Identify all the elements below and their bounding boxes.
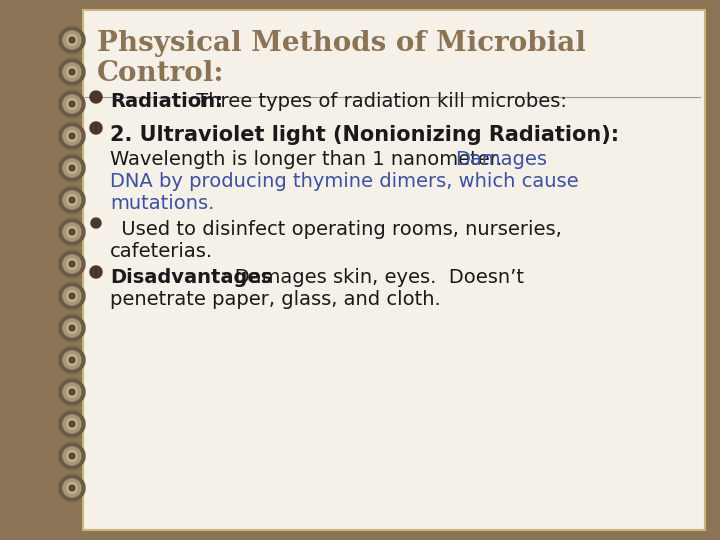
Circle shape [63, 351, 81, 369]
Circle shape [59, 347, 85, 373]
Circle shape [63, 447, 81, 465]
Text: Radiation:: Radiation: [110, 92, 223, 111]
Circle shape [63, 159, 81, 177]
Circle shape [69, 453, 75, 459]
Circle shape [67, 259, 77, 269]
Text: mutations.: mutations. [110, 194, 215, 213]
Circle shape [67, 483, 77, 493]
Text: Three types of radiation kill microbes:: Three types of radiation kill microbes: [190, 92, 567, 111]
Text: Damages: Damages [455, 150, 547, 169]
Circle shape [69, 69, 75, 75]
Circle shape [69, 357, 75, 363]
Circle shape [69, 293, 75, 299]
Circle shape [63, 255, 81, 273]
Circle shape [67, 227, 77, 237]
Text: 2. Ultraviolet light (Nonionizing Radiation):: 2. Ultraviolet light (Nonionizing Radiat… [110, 125, 619, 145]
Circle shape [67, 131, 77, 141]
Circle shape [59, 411, 85, 437]
Circle shape [69, 485, 75, 491]
Circle shape [63, 383, 81, 401]
Circle shape [90, 266, 102, 278]
Text: : Damages skin, eyes.  Doesn’t: : Damages skin, eyes. Doesn’t [222, 268, 524, 287]
Circle shape [59, 251, 85, 277]
Circle shape [63, 127, 81, 145]
Circle shape [59, 59, 85, 85]
Circle shape [63, 319, 81, 337]
Circle shape [69, 197, 75, 203]
Circle shape [67, 35, 77, 45]
Circle shape [63, 31, 81, 49]
Text: Used to disinfect operating rooms, nurseries,: Used to disinfect operating rooms, nurse… [115, 220, 562, 239]
Circle shape [63, 191, 81, 209]
Circle shape [69, 37, 75, 43]
Circle shape [91, 218, 101, 228]
Circle shape [67, 355, 77, 365]
Circle shape [67, 163, 77, 173]
Text: cafeterias.: cafeterias. [110, 242, 213, 261]
Circle shape [67, 67, 77, 77]
Text: penetrate paper, glass, and cloth.: penetrate paper, glass, and cloth. [110, 290, 441, 309]
Circle shape [59, 27, 85, 53]
Circle shape [63, 63, 81, 81]
Circle shape [69, 101, 75, 107]
Circle shape [67, 291, 77, 301]
Circle shape [69, 325, 75, 331]
Circle shape [63, 223, 81, 241]
Circle shape [67, 99, 77, 109]
Circle shape [67, 323, 77, 333]
Text: Wavelength is longer than 1 nanometer.: Wavelength is longer than 1 nanometer. [110, 150, 515, 169]
Circle shape [63, 95, 81, 113]
Circle shape [67, 419, 77, 429]
Circle shape [69, 261, 75, 267]
Circle shape [67, 195, 77, 205]
Circle shape [90, 91, 102, 103]
Circle shape [63, 479, 81, 497]
Circle shape [63, 415, 81, 433]
Circle shape [59, 443, 85, 469]
Circle shape [69, 389, 75, 395]
Circle shape [59, 219, 85, 245]
Circle shape [59, 283, 85, 309]
Text: Phsysical Methods of Microbial: Phsysical Methods of Microbial [97, 30, 586, 57]
Circle shape [69, 229, 75, 235]
Circle shape [59, 187, 85, 213]
Circle shape [63, 287, 81, 305]
Circle shape [69, 421, 75, 427]
Circle shape [59, 315, 85, 341]
Circle shape [67, 387, 77, 397]
Circle shape [59, 475, 85, 501]
Circle shape [67, 451, 77, 461]
Circle shape [69, 165, 75, 171]
FancyBboxPatch shape [83, 10, 705, 530]
Circle shape [69, 133, 75, 139]
Circle shape [59, 155, 85, 181]
Circle shape [59, 91, 85, 117]
Circle shape [90, 122, 102, 134]
Circle shape [59, 123, 85, 149]
Text: Disadvantages: Disadvantages [110, 268, 272, 287]
Circle shape [59, 379, 85, 405]
Text: DNA by producing thymine dimers, which cause: DNA by producing thymine dimers, which c… [110, 172, 579, 191]
Text: Control:: Control: [97, 60, 225, 87]
